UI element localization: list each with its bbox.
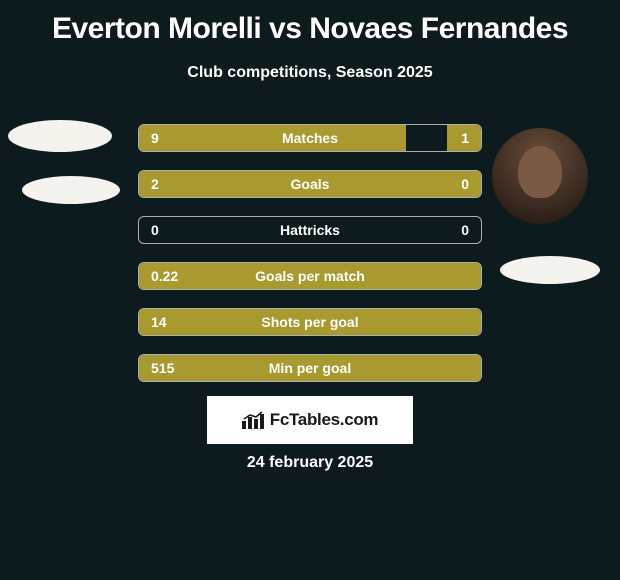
- stat-label: Min per goal: [139, 355, 481, 381]
- stat-row: 20Goals: [138, 170, 482, 198]
- brand-text: FcTables.com: [270, 410, 379, 430]
- player-left-shape-1: [8, 120, 112, 152]
- date-text: 24 february 2025: [0, 454, 620, 472]
- stat-row: 0.22Goals per match: [138, 262, 482, 290]
- stat-label: Matches: [139, 125, 481, 151]
- player-right-avatar: [492, 128, 588, 224]
- stat-row: 91Matches: [138, 124, 482, 152]
- brand-chart-icon: [242, 411, 264, 429]
- page-title: Everton Morelli vs Novaes Fernandes: [0, 0, 620, 46]
- stat-label: Goals: [139, 171, 481, 197]
- stat-label: Shots per goal: [139, 309, 481, 335]
- stat-row: 00Hattricks: [138, 216, 482, 244]
- stat-row: 14Shots per goal: [138, 308, 482, 336]
- stat-label: Hattricks: [139, 217, 481, 243]
- player-right-shape: [500, 256, 600, 284]
- player-left-shape-2: [22, 176, 120, 204]
- brand-badge[interactable]: FcTables.com: [207, 396, 413, 444]
- subtitle: Club competitions, Season 2025: [0, 64, 620, 82]
- stat-label: Goals per match: [139, 263, 481, 289]
- stat-row: 515Min per goal: [138, 354, 482, 382]
- stats-container: 91Matches 20Goals 00Hattricks 0.22Goals per…: [138, 124, 482, 400]
